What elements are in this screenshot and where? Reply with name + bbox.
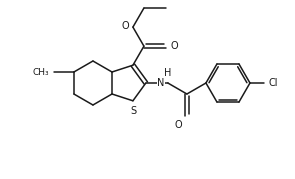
Text: S: S bbox=[131, 106, 137, 116]
Text: O: O bbox=[171, 41, 178, 51]
Text: O: O bbox=[174, 120, 182, 130]
Text: O: O bbox=[121, 21, 129, 31]
Text: N: N bbox=[158, 78, 165, 88]
Text: CH₃: CH₃ bbox=[32, 67, 49, 76]
Text: Cl: Cl bbox=[269, 78, 278, 88]
Text: H: H bbox=[164, 68, 171, 78]
